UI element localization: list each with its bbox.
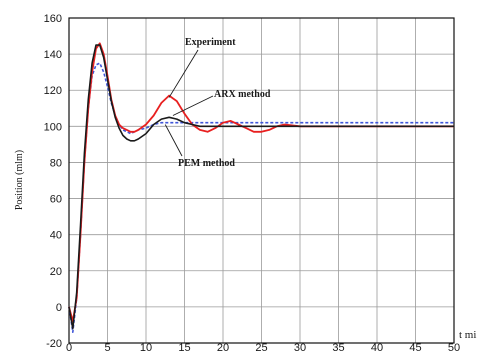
x-tick-label: 10 [140, 342, 152, 354]
x-tick-label: 45 [409, 342, 421, 354]
x-tick-label: 5 [104, 342, 110, 354]
series-group [68, 42, 454, 334]
x-tick-label: 35 [332, 342, 344, 354]
y-tick-label: 60 [50, 194, 62, 206]
y-tick-label: 80 [50, 157, 62, 169]
annotation-leader [168, 49, 199, 98]
y-tick-label: 120 [44, 85, 62, 97]
x-tick-label: 50 [448, 342, 460, 354]
annotation-label: PEM method [178, 158, 235, 169]
y-tick-label: 140 [44, 49, 62, 61]
x-tick-label: 30 [294, 342, 306, 354]
annotations: Experiment ARX method PEM method [164, 37, 271, 169]
annotation-label: ARX method [214, 89, 271, 100]
x-tick-label: 40 [371, 342, 383, 354]
x-tick-label: 0 [66, 342, 72, 354]
annotation-label: Experiment [185, 37, 236, 48]
y-tick-label: 0 [56, 302, 62, 314]
x-axis-label: t mi [459, 329, 476, 341]
y-tick-label: 100 [44, 121, 62, 133]
x-tick-label: 15 [178, 342, 190, 354]
y-tick-label: 40 [50, 230, 62, 242]
x-tick-label: 25 [255, 342, 267, 354]
tick-labels: 0 5 10 15 20 25 30 35 40 45 50 -20 0 20 40 60 80 100 120 14… [44, 13, 460, 354]
y-axis-label: Position (mlm) [14, 150, 25, 210]
plot-frame [68, 17, 455, 344]
y-tick-label: -20 [46, 338, 62, 350]
annotation-leader [172, 95, 214, 116]
annotation-leader [164, 124, 183, 157]
y-tick-label: 160 [44, 13, 62, 25]
x-tick-label: 20 [217, 342, 229, 354]
series-line-arx-method [68, 44, 454, 330]
y-tick-label: 20 [50, 266, 62, 278]
grid [69, 18, 454, 343]
